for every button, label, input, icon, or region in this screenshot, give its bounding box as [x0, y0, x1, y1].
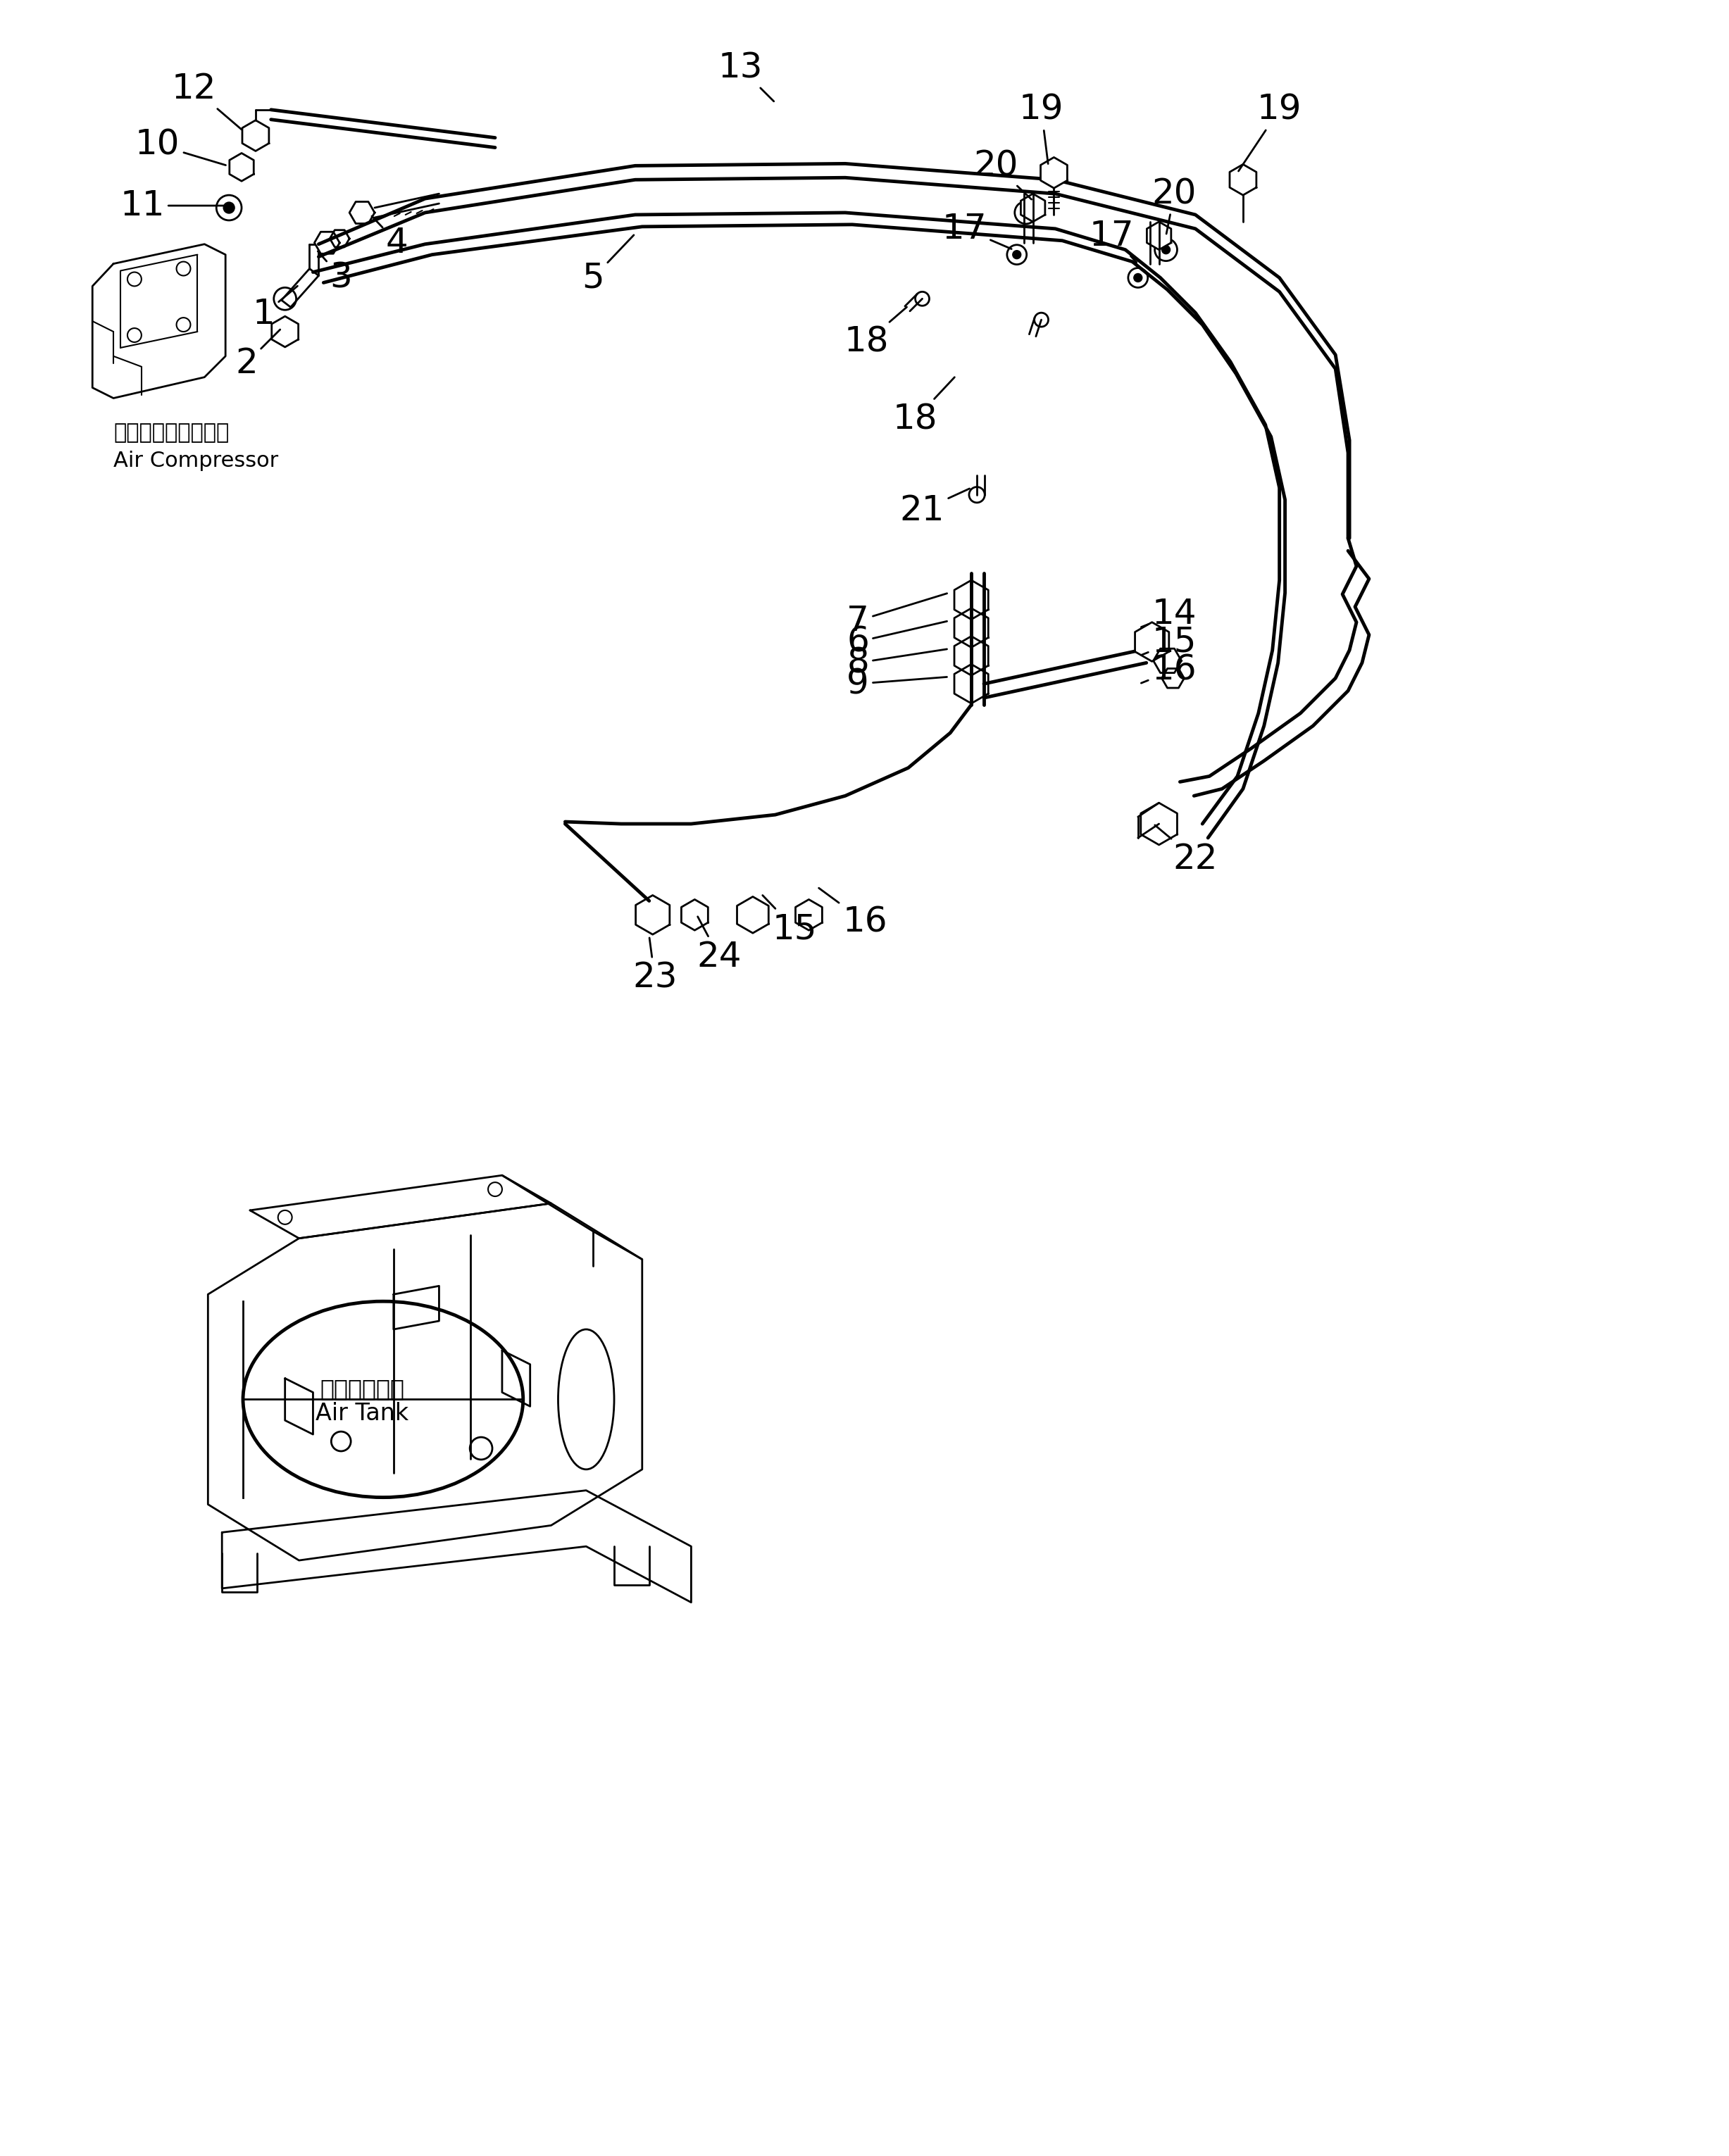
Circle shape — [1006, 246, 1027, 265]
Text: 6: 6 — [847, 621, 947, 660]
Polygon shape — [954, 664, 989, 703]
Circle shape — [1127, 267, 1148, 287]
Text: 15: 15 — [1141, 625, 1196, 660]
Text: 5: 5 — [583, 235, 635, 295]
Text: 18: 18 — [892, 377, 954, 436]
Polygon shape — [271, 317, 299, 347]
Circle shape — [1155, 239, 1177, 261]
Polygon shape — [795, 899, 823, 929]
Text: 19: 19 — [1018, 93, 1063, 164]
Polygon shape — [636, 895, 669, 934]
Text: 9: 9 — [847, 666, 947, 701]
Polygon shape — [1020, 194, 1044, 222]
Text: エアーコンプレッサ: エアーコンプレッサ — [114, 423, 230, 444]
Polygon shape — [1146, 222, 1171, 250]
Circle shape — [223, 203, 235, 213]
Text: 12: 12 — [171, 71, 242, 129]
Text: 7: 7 — [847, 593, 947, 638]
Text: 18: 18 — [844, 306, 906, 360]
Circle shape — [1022, 209, 1030, 218]
Text: 17: 17 — [942, 211, 1011, 248]
Text: 3: 3 — [318, 252, 353, 295]
Polygon shape — [1141, 802, 1177, 845]
Text: 13: 13 — [718, 52, 775, 101]
Polygon shape — [1134, 623, 1169, 662]
Text: Air Compressor: Air Compressor — [114, 451, 278, 472]
Polygon shape — [315, 233, 339, 254]
Text: エアータンク: エアータンク — [320, 1378, 405, 1401]
Polygon shape — [1153, 649, 1181, 673]
Text: 17: 17 — [1089, 220, 1136, 263]
Text: 20: 20 — [973, 149, 1032, 198]
Ellipse shape — [558, 1330, 614, 1470]
Polygon shape — [954, 608, 989, 647]
Text: 21: 21 — [899, 489, 970, 526]
Circle shape — [1015, 201, 1037, 224]
Text: 15: 15 — [762, 895, 818, 946]
Text: 23: 23 — [633, 938, 678, 994]
Circle shape — [1013, 250, 1022, 259]
Text: 1: 1 — [252, 287, 297, 332]
Text: 22: 22 — [1155, 826, 1217, 875]
Text: 10: 10 — [135, 127, 226, 166]
Text: 8: 8 — [847, 647, 947, 679]
Text: 20: 20 — [1152, 177, 1196, 233]
Text: 24: 24 — [697, 916, 742, 975]
Polygon shape — [681, 899, 707, 929]
Text: 11: 11 — [119, 190, 225, 222]
Text: Air Tank: Air Tank — [315, 1401, 408, 1425]
Text: 2: 2 — [235, 330, 280, 379]
Text: 19: 19 — [1238, 93, 1302, 170]
Polygon shape — [1229, 164, 1257, 196]
Polygon shape — [1162, 668, 1184, 688]
Polygon shape — [737, 897, 769, 934]
Polygon shape — [230, 153, 254, 181]
Text: 14: 14 — [1141, 597, 1196, 632]
Polygon shape — [1041, 157, 1067, 188]
Polygon shape — [349, 203, 375, 224]
Polygon shape — [242, 121, 270, 151]
Circle shape — [1162, 246, 1171, 254]
Polygon shape — [954, 636, 989, 675]
Text: 16: 16 — [1141, 653, 1196, 688]
Circle shape — [1134, 274, 1143, 282]
Polygon shape — [330, 231, 349, 248]
Text: 16: 16 — [820, 888, 887, 938]
Text: 4: 4 — [372, 216, 408, 259]
Polygon shape — [954, 580, 989, 619]
